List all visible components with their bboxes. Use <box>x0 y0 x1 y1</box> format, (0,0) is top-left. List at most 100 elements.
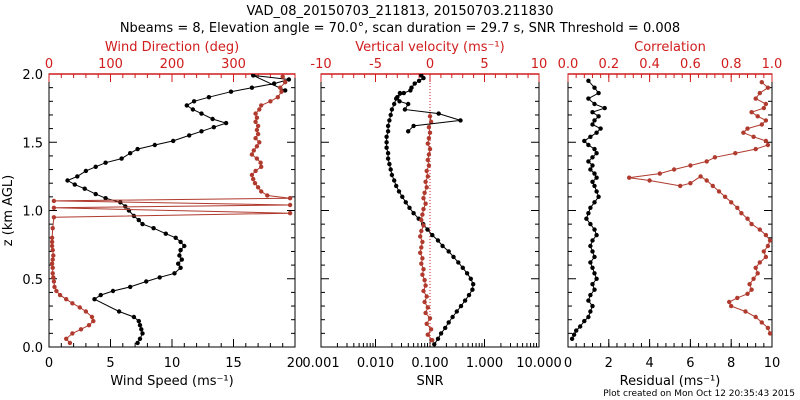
top-tick-label: 100 <box>98 57 123 72</box>
data-point <box>206 95 212 100</box>
data-point <box>710 183 715 189</box>
data-point <box>745 126 750 131</box>
data-point <box>70 331 75 336</box>
data-point <box>420 212 425 217</box>
y-tick-label: 1.5 <box>22 136 43 151</box>
data-point <box>50 265 55 270</box>
data-point <box>458 303 464 309</box>
data-point <box>435 238 441 243</box>
data-point <box>89 314 95 320</box>
data-point <box>128 284 133 290</box>
data-point <box>704 159 709 164</box>
data-point <box>590 303 595 309</box>
data-point <box>387 161 392 167</box>
data-point <box>421 223 426 228</box>
data-point <box>763 118 769 123</box>
data-point <box>255 131 261 137</box>
data-point <box>385 156 391 161</box>
data-point <box>421 288 426 294</box>
data-point <box>258 160 263 165</box>
panel-middle: 0.001 0.010 0.100 1.000 10.000 SNR -10 -5 0 5 10 Ve… <box>302 40 561 389</box>
data-point <box>172 271 177 276</box>
data-point <box>421 196 426 201</box>
series-vertical-velocity <box>418 114 435 343</box>
title-line-2: Nbeams = 8, Elevation angle = 70.0°, sca… <box>120 21 680 36</box>
data-point <box>767 238 772 243</box>
data-point <box>136 217 141 223</box>
data-point <box>253 111 258 116</box>
data-point <box>249 85 255 90</box>
data-point <box>424 168 429 174</box>
data-point <box>384 140 389 145</box>
data-point <box>249 152 255 157</box>
data-point <box>761 105 766 111</box>
data-point <box>657 171 662 176</box>
series-wind-direction <box>49 74 293 346</box>
data-point <box>72 182 78 187</box>
data-point <box>57 292 63 298</box>
data-point <box>733 151 738 156</box>
data-point <box>67 340 73 346</box>
data-point <box>253 119 258 125</box>
data-point <box>98 292 103 298</box>
data-point <box>586 211 591 216</box>
data-point <box>116 309 122 314</box>
data-point <box>590 110 595 115</box>
data-point <box>749 221 754 227</box>
data-point <box>253 136 258 141</box>
series-residual <box>569 78 607 341</box>
data-point <box>471 282 476 287</box>
data-point <box>52 284 57 290</box>
data-point <box>422 190 427 195</box>
data-point <box>586 314 591 320</box>
data-point <box>388 112 393 118</box>
data-point <box>427 146 433 152</box>
data-point <box>588 221 593 227</box>
data-point <box>389 107 395 112</box>
data-point <box>135 146 140 152</box>
y-tick-label: 1.0 <box>22 205 43 220</box>
data-point <box>590 238 595 243</box>
data-point <box>287 196 293 201</box>
data-point <box>126 208 132 213</box>
data-point <box>255 185 261 190</box>
data-point <box>51 215 57 220</box>
data-point <box>590 163 595 168</box>
data-point <box>588 205 593 210</box>
data-point <box>569 336 575 341</box>
data-point <box>450 314 455 320</box>
data-point <box>103 196 108 201</box>
bottom-tick-label: 1.000 <box>466 356 503 371</box>
data-point <box>287 211 293 216</box>
data-point <box>594 232 599 238</box>
data-point <box>704 178 709 183</box>
top-tick-label: 5 <box>480 57 488 72</box>
data-point <box>586 96 591 101</box>
data-point <box>426 136 432 141</box>
data-point <box>190 107 196 112</box>
data-point <box>763 254 769 260</box>
data-point <box>753 96 758 101</box>
data-point <box>83 309 89 314</box>
series-correlation <box>627 80 772 336</box>
data-point <box>179 257 184 262</box>
data-point <box>271 81 277 86</box>
panel-title: Wind Direction (deg) <box>105 40 239 55</box>
title-line-1: VAD_08_20150703_211813, 20150703.211830 <box>247 4 554 19</box>
data-point <box>50 247 55 253</box>
data-point <box>729 200 734 205</box>
data-point <box>765 142 771 148</box>
data-point <box>157 275 162 280</box>
bottom-tick-label: 0 <box>564 356 572 371</box>
data-point <box>592 171 597 176</box>
data-point <box>574 328 579 333</box>
data-point <box>592 183 597 189</box>
data-point <box>423 179 428 184</box>
data-point <box>423 310 428 316</box>
data-point <box>422 299 427 305</box>
data-point <box>283 88 288 93</box>
data-point <box>454 309 459 314</box>
data-point <box>252 181 258 186</box>
data-point <box>588 260 593 265</box>
bottom-tick-label: 10 <box>764 356 781 371</box>
